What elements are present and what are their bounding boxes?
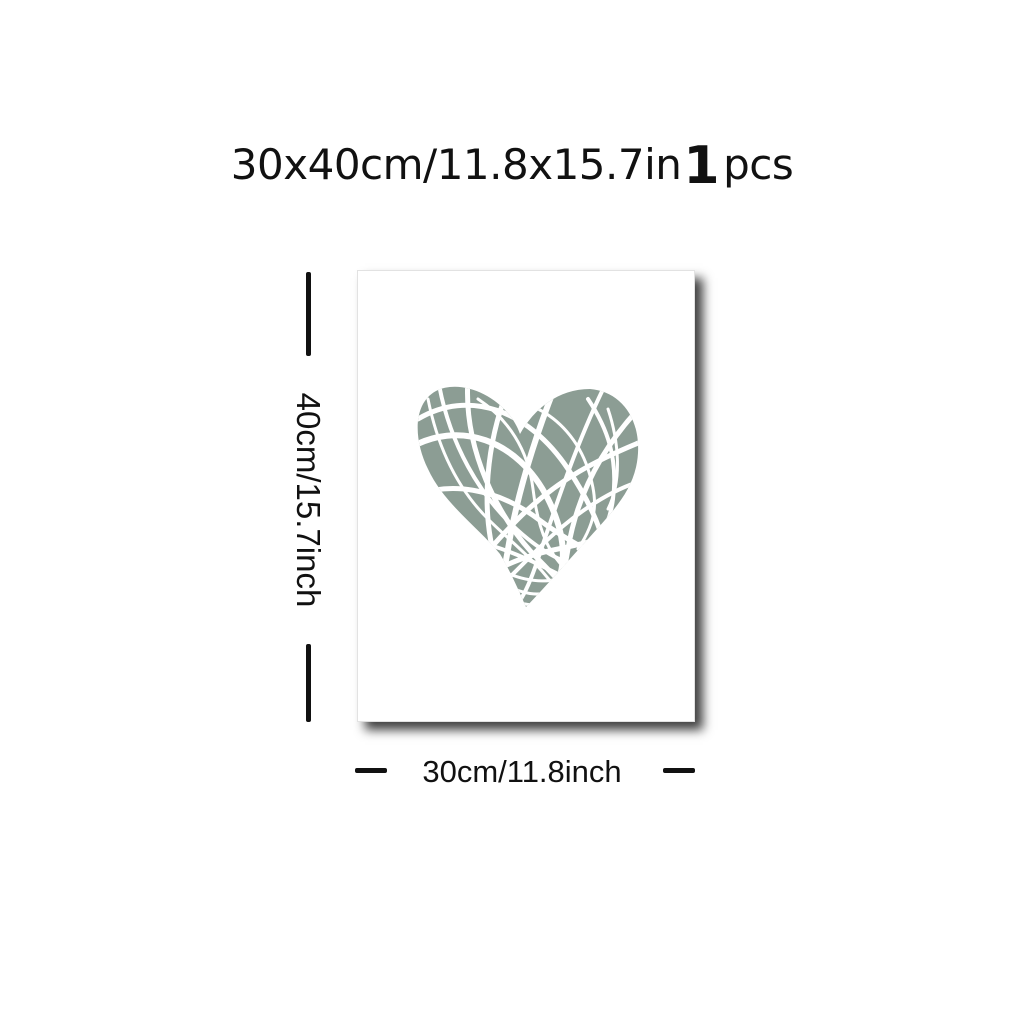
width-label: 30cm/11.8inch — [422, 754, 622, 789]
heart-icon — [417, 386, 639, 608]
piece-count: 1 — [683, 136, 720, 196]
width-measure-line-right — [663, 768, 695, 773]
height-measure-line-bottom — [306, 644, 311, 722]
width-measure-line-left — [355, 768, 387, 773]
size-text: 30x40cm/11.8x15.7in — [230, 140, 682, 189]
poster-canvas — [357, 270, 695, 722]
height-label: 40cm/15.7inch — [290, 392, 327, 608]
product-title: 30x40cm/11.8x15.7in1pcs — [0, 135, 1024, 196]
height-measure-line-top — [306, 272, 311, 356]
piece-unit: pcs — [723, 140, 794, 189]
